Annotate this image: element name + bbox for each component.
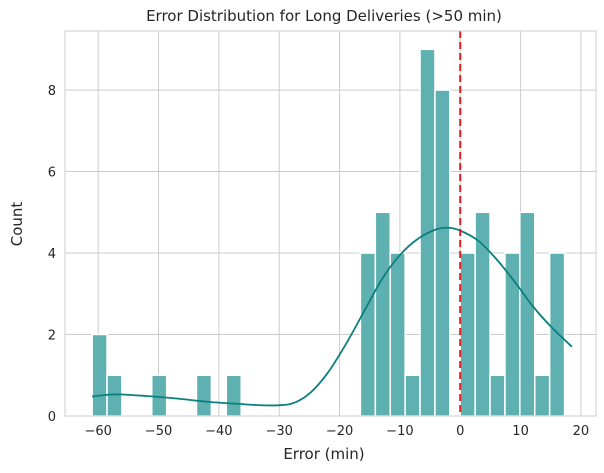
- y-tick-label: 8: [48, 84, 56, 99]
- histogram-bar-7: [389, 252, 406, 417]
- x-tick-label: 0: [456, 424, 464, 439]
- kde-curve-group: [92, 226, 573, 407]
- x-tick-label: 10: [512, 424, 529, 439]
- y-tick-labels: 0 2 4 6 8: [48, 84, 56, 425]
- histogram-bar-3: [195, 374, 213, 417]
- y-tick-label: 0: [48, 410, 56, 425]
- x-tick-label: −50: [145, 424, 172, 439]
- histogram-bar-10: [434, 89, 451, 417]
- y-tick-label: 2: [48, 329, 56, 344]
- kde-curve: [92, 226, 573, 407]
- histogram-bar-13: [474, 211, 491, 417]
- histogram-bar-18: [548, 252, 566, 417]
- x-tick-label: −60: [84, 424, 111, 439]
- y-tick-label: 6: [48, 166, 56, 181]
- plot-border: [64, 30, 597, 417]
- plot-frame: [64, 30, 597, 417]
- x-tick-label: −30: [265, 424, 292, 439]
- x-tick-labels: −60 −50 −40 −30 −20 −10 0 10 20: [84, 424, 589, 439]
- histogram-bar-6: [374, 211, 391, 417]
- histogram-bar-12: [459, 252, 476, 417]
- x-tick-label: −20: [326, 424, 353, 439]
- histogram-bar-0: [91, 333, 108, 417]
- histogram-bar-17: [534, 374, 551, 417]
- y-tick-label: 4: [48, 247, 56, 262]
- x-axis-label: Error (min): [283, 445, 364, 463]
- histogram-bar-14: [489, 374, 506, 417]
- x-tick-label: 20: [573, 424, 590, 439]
- histogram-bar-5: [359, 252, 377, 417]
- y-axis-label: Count: [8, 202, 26, 247]
- grid: [65, 31, 596, 417]
- chart-title: Error Distribution for Long Deliveries (…: [146, 7, 502, 25]
- histogram-bar-16: [519, 211, 536, 417]
- histogram-bar-4: [225, 374, 242, 417]
- histogram-bar-8: [404, 374, 421, 417]
- histogram-bars: [91, 48, 566, 417]
- x-tick-label: −10: [386, 424, 413, 439]
- x-tick-label: −40: [205, 424, 232, 439]
- histogram-bar-1: [106, 374, 123, 417]
- histogram-bar-2: [151, 374, 168, 417]
